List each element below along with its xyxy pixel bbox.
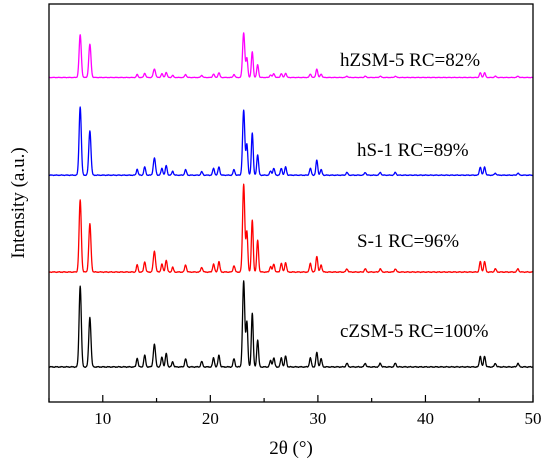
plot-frame <box>48 3 534 403</box>
series-line-3 <box>48 183 534 274</box>
tick-layer: 10 20 30 40 50 <box>48 395 542 428</box>
x-tick-label: 30 <box>309 409 326 428</box>
x-tick-label: 50 <box>525 409 542 428</box>
x-tick-label: 40 <box>417 409 434 428</box>
series-line-1 <box>48 32 534 79</box>
x-tick-label: 10 <box>94 409 111 428</box>
series-label-4: cZSM-5 RC=100% <box>340 321 489 342</box>
series-label-2: hS-1 RC=89% <box>357 140 469 161</box>
x-tick-label: 20 <box>202 409 219 428</box>
series-line-4 <box>48 280 534 369</box>
series-label-1: hZSM-5 RC=82% <box>340 50 480 71</box>
annotation-layer: hZSM-5 RC=82% hS-1 RC=89% S-1 RC=96% cZSM-5… <box>340 50 489 342</box>
series-label-3: S-1 RC=96% <box>357 231 459 252</box>
series-layer <box>48 32 534 369</box>
y-axis-label: Intensity (a.u.) <box>8 147 29 258</box>
series-line-2 <box>48 106 534 177</box>
x-axis-label: 2θ (°) <box>269 438 313 459</box>
